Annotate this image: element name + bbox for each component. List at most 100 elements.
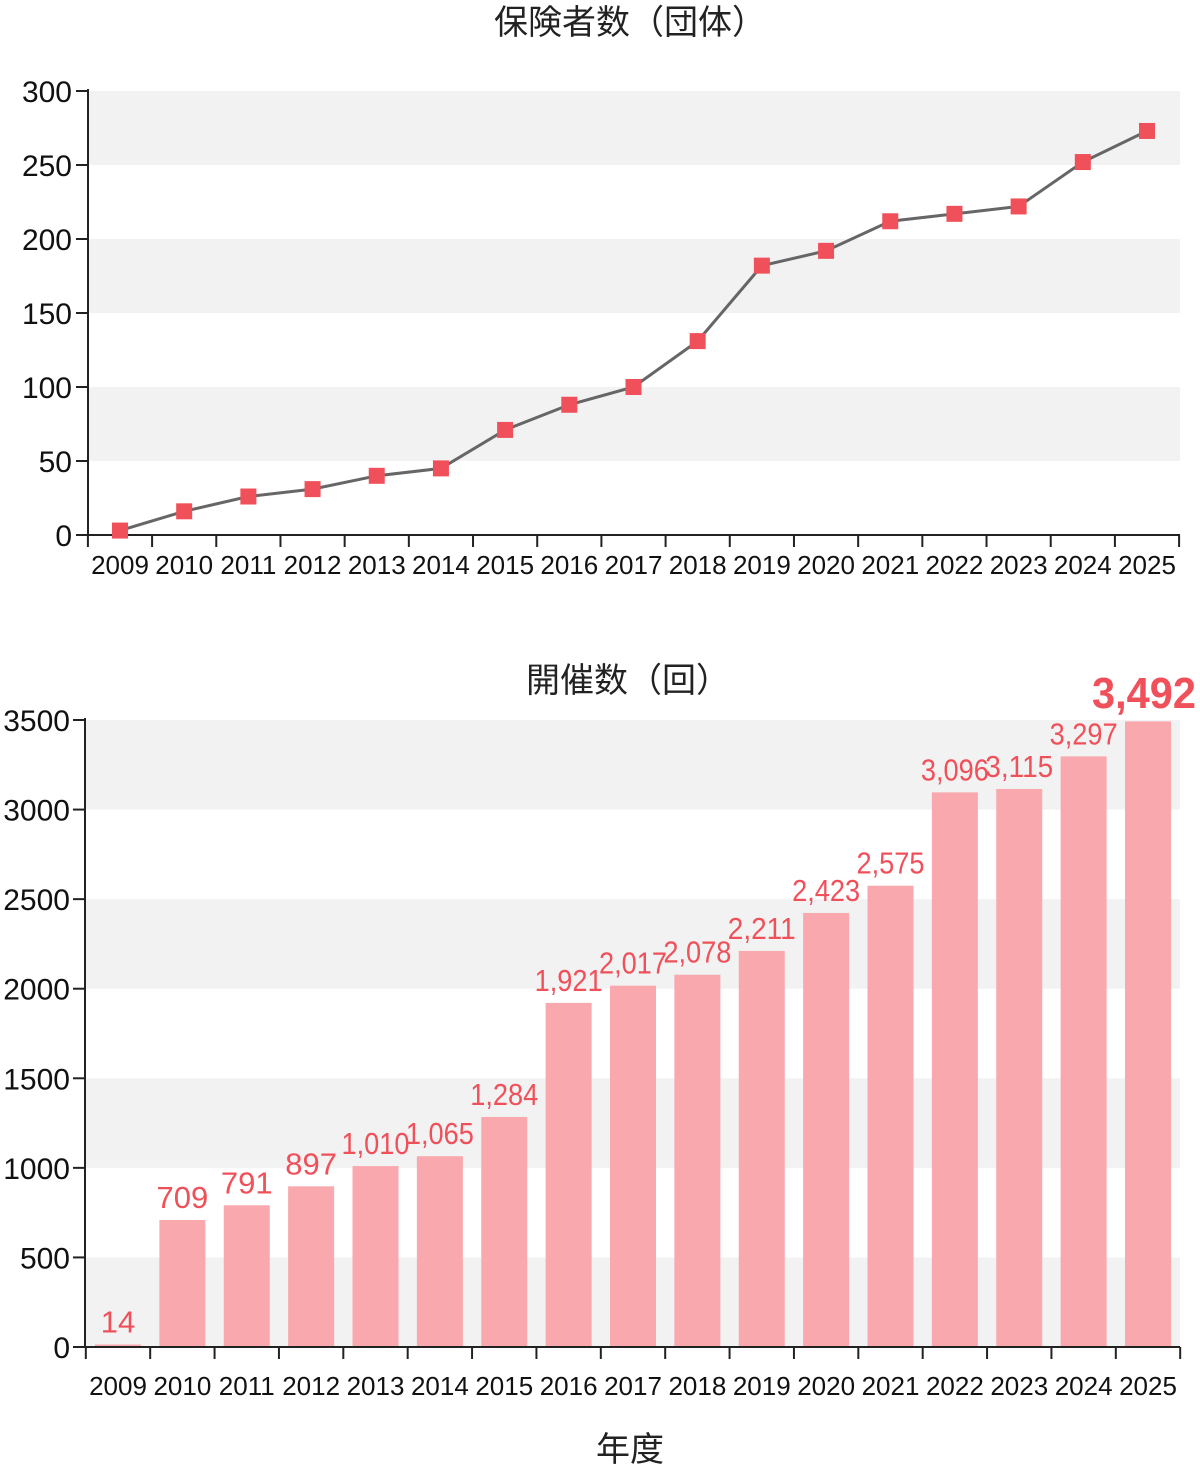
chart2-x-tick-label: 2023 [990,1371,1048,1401]
chart2-x-tick-label: 2019 [733,1371,791,1401]
chart2-bar [738,950,785,1347]
chart2-x-tick-label: 2010 [153,1371,211,1401]
chart2-bar [1060,756,1107,1347]
chart2-bar [610,985,656,1347]
chart2-y-tick-label: 2000 [3,974,70,1007]
sessions-bar-chart: 開催数（回） 0 500 1000 1500 2000 2500 3000 3500 2009… [3,661,1196,1469]
chart1-y-tick-label: 150 [22,298,72,331]
chart2-bar [996,788,1043,1347]
chart1-x-tick-label: 2019 [733,550,791,580]
chart1-point [497,421,514,438]
chart1-x-tick-label: 2012 [284,550,342,580]
chart1-x-tick-label: 2013 [348,550,406,580]
chart2-data-label: 2,211 [728,911,796,946]
chart2-bar [481,1116,528,1347]
chart1-point [176,503,193,520]
chart2-data-label: 3,297 [1050,716,1118,751]
chart1-series-line [119,129,1148,532]
chart1-point [304,481,321,498]
chart2-bar [1125,721,1171,1347]
chart2-x-tick-label: 2025 [1119,1371,1177,1401]
chart1-x-tick-label: 2025 [1118,550,1176,580]
chart2-bar [95,1344,141,1347]
chart2-title: 開催数（回） [526,661,730,701]
chart1-x-tick-label: 2022 [926,550,984,580]
chart1-title: 保険者数（団体） [494,3,766,43]
chart1-point [240,488,257,505]
chart1-point [368,467,385,484]
chart2-x-tick-label: 2021 [862,1371,920,1401]
chart2-bar [159,1219,206,1347]
chart2-x-ticks: 2009 2010 2011 2012 2013 2014 2015 2016 2017 2018… [84,1347,1182,1401]
chart1-x-tick-label: 2010 [155,550,213,580]
chart1-point [112,522,128,539]
chart2-y-ticks: 0 500 1000 1500 2000 2500 3000 3500 [3,705,85,1365]
chart1-grid-band [88,387,1180,461]
chart1-point [1010,198,1027,215]
chart2-bars [95,721,1171,1347]
chart2-data-label: 1,921 [535,963,603,998]
chart1-y-ticks: 0 50 100 150 200 250 300 [22,76,88,553]
chart1-point [946,205,963,222]
chart1-x-tick-label: 2017 [605,550,663,580]
chart2-data-label: 3,492 [1092,669,1196,718]
chart1-x-tick-label: 2015 [476,550,534,580]
chart1-grid-band [88,91,1180,165]
chart2-y-tick-label: 2500 [3,884,70,917]
chart1-x-tick-label: 2011 [220,550,276,580]
chart1-point [818,242,835,259]
chart2-bar [674,974,721,1347]
chart1-line [119,129,1148,532]
chart2-x-tick-label: 2024 [1055,1371,1113,1401]
chart2-axes [84,718,1180,1348]
chart1-grid-bands [88,91,1180,461]
chart1-x-tick-label: 2018 [669,550,727,580]
chart2-data-label: 791 [221,1165,273,1200]
chart2-y-tick-label: 1000 [3,1153,70,1186]
chart1-y-tick-label: 0 [55,520,72,553]
chart1-x-tick-label: 2020 [797,550,855,580]
chart2-data-label: 3,115 [985,749,1053,784]
chart1-x-tick-label: 2021 [861,550,919,580]
chart2-x-tick-label: 2018 [668,1371,726,1401]
chart1-point [625,379,642,395]
chart2-x-tick-label: 2014 [411,1371,469,1401]
chart2-data-label: 2,078 [663,935,731,970]
chart2-data-label: 14 [101,1304,135,1339]
chart2-data-label: 709 [157,1180,209,1215]
chart2-x-tick-label: 2011 [219,1371,275,1401]
chart2-y-tick-label: 1500 [3,1063,70,1096]
chart1-y-tick-label: 50 [39,446,72,479]
chart2-x-axis-label: 年度 [596,1430,664,1469]
chart2-data-label: 2,423 [792,873,860,908]
chart2-data-label: 2,575 [857,846,925,881]
chart2-data-label: 2,017 [599,946,667,981]
chart1-x-tick-label: 2016 [540,550,598,580]
chart1-y-tick-label: 200 [22,224,72,257]
chart2-x-tick-label: 2017 [604,1371,662,1401]
chart2-bar [803,912,850,1347]
chart1-y-tick-label: 250 [22,150,72,183]
chart2-y-tick-label: 3000 [3,795,70,828]
chart1-point [753,257,770,274]
chart2-x-tick-label: 2013 [347,1371,405,1401]
chart2-bar [352,1166,399,1347]
chart2-y-tick-label: 500 [20,1242,70,1275]
chart2-bar [545,1002,592,1347]
chart1-x-tick-label: 2024 [1054,550,1112,580]
chart1-point [561,396,578,413]
chart2-y-tick-label: 0 [53,1332,70,1365]
chart1-points [112,122,1155,539]
chart1-point [689,333,706,350]
chart1-y-tick-label: 100 [22,372,72,405]
chart2-x-tick-label: 2015 [475,1371,533,1401]
chart2-x-tick-label: 2016 [540,1371,598,1401]
chart2-y-tick-label: 3500 [3,705,70,738]
chart2-x-tick-label: 2009 [89,1371,147,1401]
chart2-bar [867,885,914,1347]
chart1-x-tick-label: 2009 [91,550,149,580]
chart1-point [1074,154,1091,171]
chart1-x-tick-label: 2014 [412,550,470,580]
